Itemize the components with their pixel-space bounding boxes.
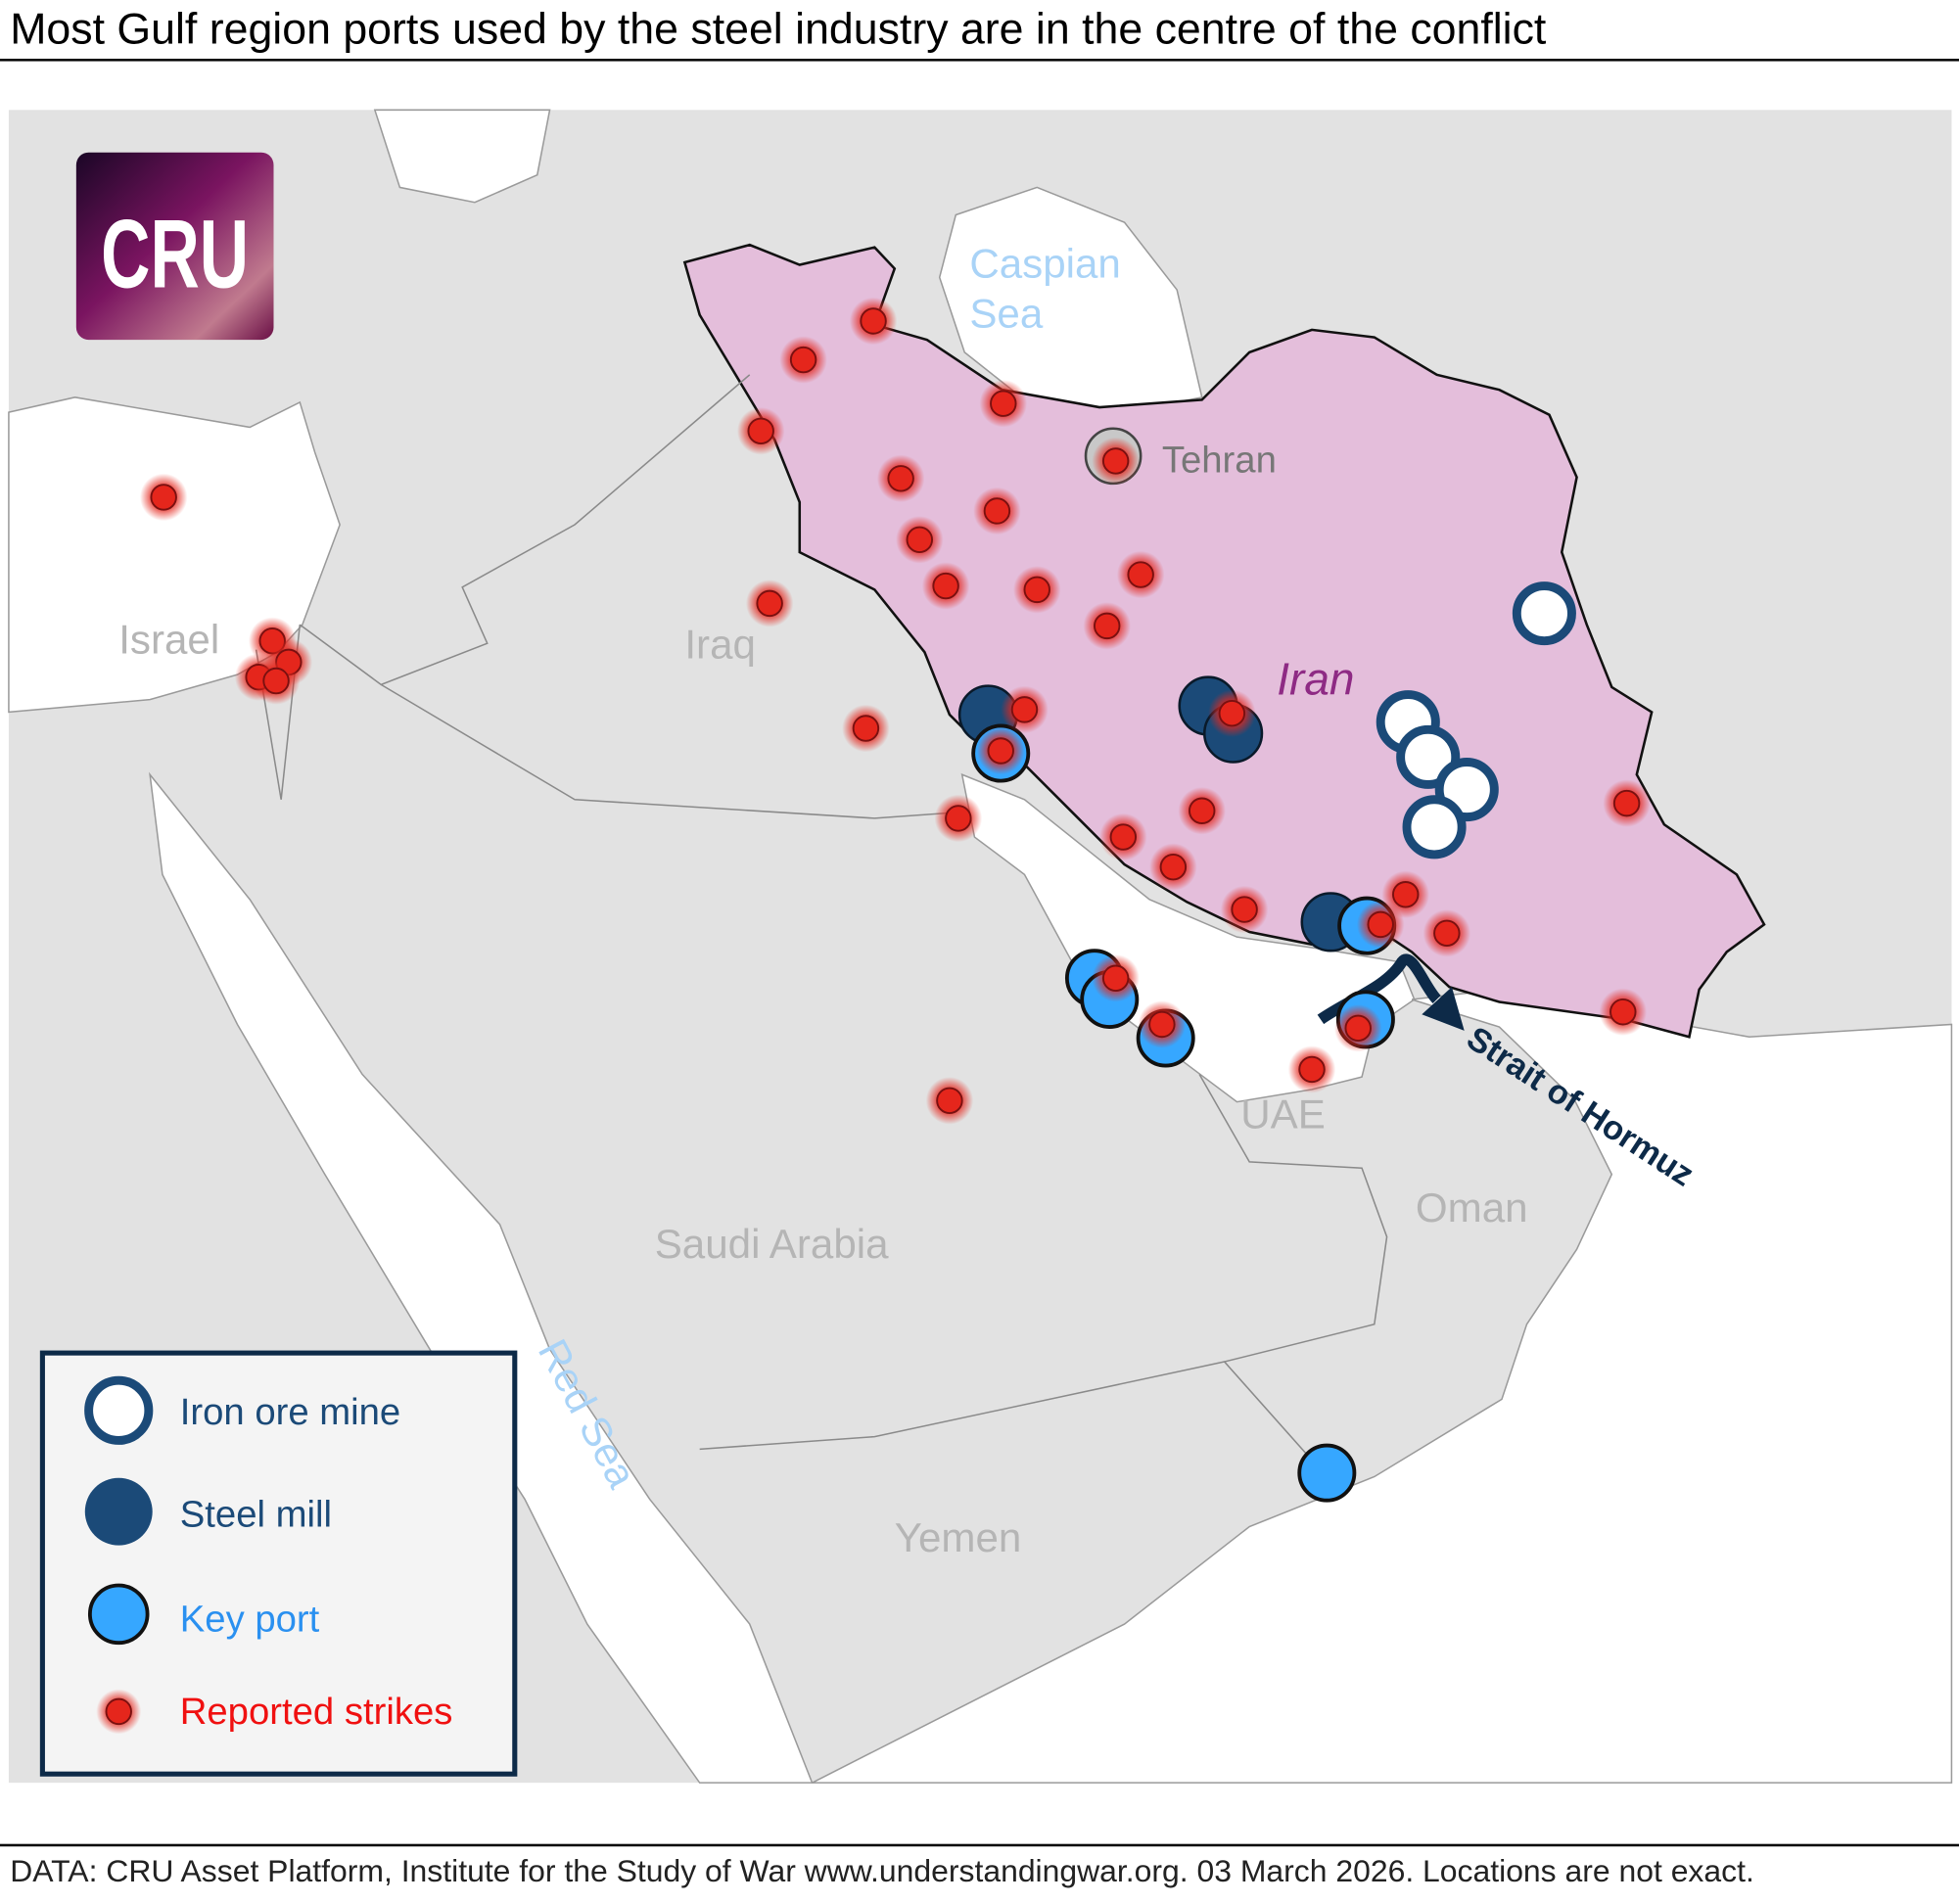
legend-steel-mill-icon <box>84 1477 153 1546</box>
label-iraq: Iraq <box>684 622 756 668</box>
reported-strike-marker <box>1188 797 1216 824</box>
label-caspian: Caspian <box>969 240 1121 286</box>
legend-key-port-icon <box>87 1583 150 1646</box>
reported-strike-marker <box>860 307 887 335</box>
label-oman: Oman <box>1416 1184 1528 1231</box>
title-rule <box>0 58 1959 62</box>
legend-label-steel-mill: Steel mill <box>180 1494 332 1536</box>
reported-strike-marker <box>990 390 1017 417</box>
label-saudi-arabia: Saudi Arabia <box>655 1221 889 1267</box>
legend-label-key-port: Key port <box>180 1599 320 1641</box>
black-sea <box>373 109 551 204</box>
label-iran: Iran <box>1277 654 1354 705</box>
reported-strike-marker <box>1367 910 1394 939</box>
reported-strike-marker <box>1093 612 1121 640</box>
reported-strike-marker <box>1109 823 1138 851</box>
reported-strike-marker <box>1159 853 1188 881</box>
reported-strike-marker <box>789 346 817 374</box>
arabian-sea <box>812 988 1953 1784</box>
reported-strike-marker <box>1231 896 1258 923</box>
borders <box>255 374 1388 1475</box>
iron-ore-mine-marker <box>1402 795 1467 859</box>
reported-strike-marker <box>1433 919 1461 948</box>
label-uae: UAE <box>1240 1091 1326 1137</box>
key-port-marker <box>1297 1443 1357 1503</box>
reported-strike-marker <box>1101 447 1130 475</box>
reported-strike-marker <box>747 417 774 445</box>
label-israel: Israel <box>118 616 219 662</box>
reported-strike-marker <box>262 667 290 695</box>
reported-strike-marker <box>1609 998 1637 1026</box>
legend: Iron ore mine Steel mill Key port Report… <box>39 1350 518 1777</box>
reported-strike-marker <box>932 572 959 600</box>
reported-strike-marker <box>1612 789 1641 817</box>
chart-title: Most Gulf region ports used by the steel… <box>10 5 1547 54</box>
iron-ore-mine-marker <box>1512 581 1576 646</box>
reported-strike-marker <box>1127 561 1154 588</box>
label-yemen: Yemen <box>895 1514 1022 1560</box>
legend-label-reported-strikes: Reported strikes <box>180 1691 453 1733</box>
reported-strike-marker <box>1298 1055 1326 1084</box>
reported-strike-marker <box>756 589 783 618</box>
reported-strike-marker <box>987 737 1014 765</box>
reported-strike-marker <box>1023 576 1050 604</box>
cru-logo: CRU <box>75 152 274 341</box>
footer-rule <box>0 1843 1959 1847</box>
reported-strike-marker <box>1010 696 1039 723</box>
reported-strike-marker <box>1344 1014 1372 1043</box>
legend-iron-ore-icon <box>84 1375 154 1445</box>
source-note: DATA: CRU Asset Platform, Institute for … <box>10 1853 1754 1889</box>
iran-territory <box>682 243 1766 1039</box>
svg-text:CRU: CRU <box>101 200 249 308</box>
reported-strike-marker <box>852 715 880 742</box>
reported-strike-marker <box>1218 699 1246 727</box>
reported-strike-marker <box>906 526 934 554</box>
reported-strike-marker <box>983 497 1011 525</box>
label-tehran: Tehran <box>1162 439 1277 481</box>
reported-strike-marker <box>936 1087 963 1115</box>
reported-strike-marker <box>887 465 914 492</box>
legend-label-iron-ore-mine: Iron ore mine <box>180 1391 400 1433</box>
reported-strike-marker <box>945 805 972 832</box>
red-sea <box>149 771 814 1784</box>
reported-strike-marker <box>1148 1010 1176 1039</box>
reported-strike-marker <box>150 484 177 511</box>
label-caspian-sea: Sea <box>969 290 1044 336</box>
reported-strike-marker <box>1392 881 1420 908</box>
reported-strike-marker <box>1101 964 1130 992</box>
